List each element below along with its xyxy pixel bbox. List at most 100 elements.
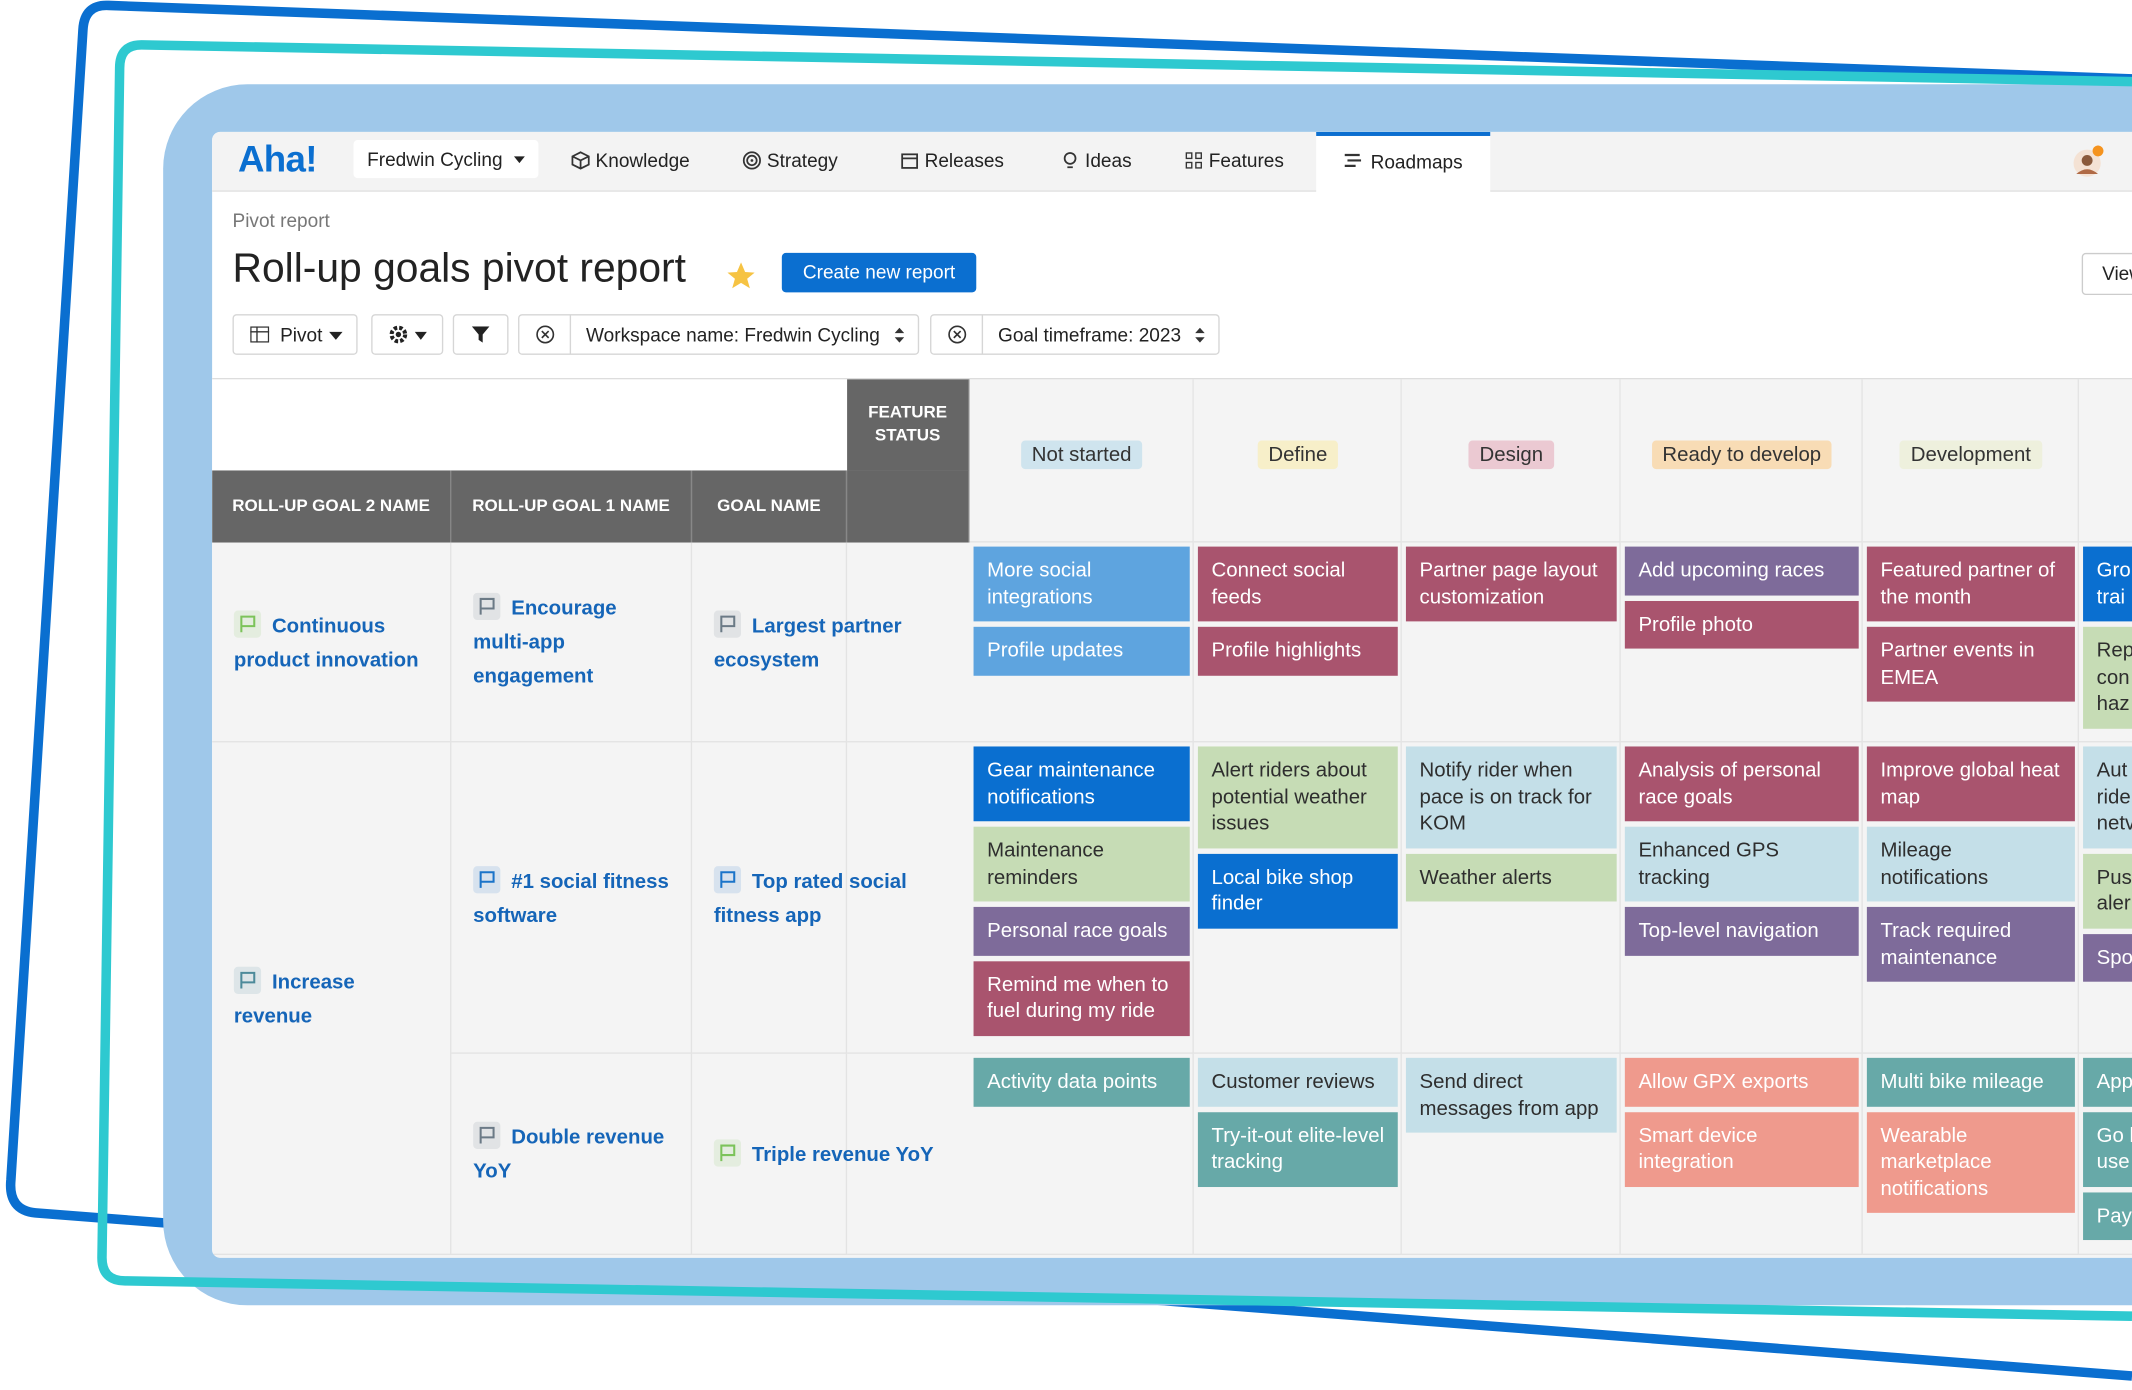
status-label: Design: [1468, 440, 1554, 470]
feature-card[interactable]: Featured partner of the month: [1866, 546, 2075, 622]
feature-card[interactable]: Partner events in EMEA: [1866, 626, 2075, 702]
nav-item[interactable]: Ideas: [1058, 132, 1132, 189]
feature-card[interactable]: Notify rider when pace is on track for K…: [1405, 746, 1617, 848]
feature-card[interactable]: Top-level navigation: [1624, 906, 1859, 956]
feature-card[interactable]: Track required maintenance: [1866, 906, 2075, 982]
settings-dropdown[interactable]: [371, 314, 444, 355]
nav-item[interactable]: Features: [1182, 132, 1284, 189]
card-stack: Analysis of personal race goals Enhanced …: [1624, 746, 1859, 956]
feature-card[interactable]: Mileage notifications: [1866, 826, 2075, 902]
goal-text: Largest partner ecosystem: [713, 613, 902, 672]
status-header-cell: [969, 379, 1194, 543]
avatar[interactable]: [2069, 145, 2104, 180]
pivot-dropdown[interactable]: Pivot: [232, 314, 358, 355]
status-pill: Not started: [969, 440, 1193, 470]
feature-card[interactable]: Analysis of personal race goals: [1624, 746, 1859, 822]
status-label: Not started: [1020, 440, 1143, 470]
nav-item[interactable]: Knowledge: [568, 132, 690, 189]
table-cell: [969, 1053, 1194, 1256]
goal-name[interactable]: Top rated social fitness app: [692, 864, 969, 932]
feature-card[interactable]: Smart device integration: [1624, 1111, 1859, 1187]
feature-card[interactable]: Profile photo: [1624, 600, 1859, 649]
feature-card[interactable]: Go l use: [2083, 1111, 2132, 1187]
create-report-button[interactable]: Create new report: [781, 252, 977, 293]
feature-card[interactable]: Local bike shop finder: [1197, 853, 1398, 928]
nav-label: Strategy: [766, 149, 838, 172]
breadcrumb[interactable]: Pivot report: [232, 209, 330, 232]
workspace-dropdown[interactable]: Fredwin Cycling: [353, 140, 538, 179]
filter-chip[interactable]: Workspace name: Fredwin Cycling: [518, 314, 920, 355]
goal-text: Top rated social fitness app: [713, 869, 907, 927]
feature-card[interactable]: Wearable marketplace notifications: [1866, 1111, 2075, 1213]
feature-card[interactable]: Remind me when to fuel during my ride: [973, 960, 1190, 1036]
table-cell: [847, 543, 970, 743]
card-stack: Activity data points: [973, 1057, 1190, 1107]
remove-filter[interactable]: [536, 325, 555, 344]
feature-card[interactable]: Customer reviews: [1197, 1057, 1398, 1107]
nav-item[interactable]: Strategy: [740, 132, 838, 189]
view-button[interactable]: View: [2081, 252, 2132, 296]
feature-card[interactable]: App: [2083, 1057, 2132, 1107]
feature-card[interactable]: Rep con haz: [2083, 626, 2132, 729]
goal-name[interactable]: Encourage multi-app engagement: [451, 591, 692, 693]
feature-card[interactable]: Profile highlights: [1197, 626, 1398, 676]
feature-card[interactable]: Connect social feeds: [1197, 546, 1398, 622]
column-header: GOAL NAME: [692, 470, 848, 543]
goal-name[interactable]: Largest partner ecosystem: [692, 608, 969, 676]
goal-cell: Continuous product innovation: [212, 543, 451, 743]
feature-card[interactable]: Alert riders about potential weather iss…: [1197, 746, 1398, 848]
goal-text: Continuous product innovation: [233, 613, 419, 672]
nav-item[interactable]: Roadmaps: [1316, 131, 1490, 195]
nav-label: Knowledge: [595, 149, 690, 172]
feature-card[interactable]: Multi bike mileage: [1866, 1057, 2075, 1107]
feature-card[interactable]: Add upcoming races: [1624, 546, 1859, 595]
table-cell: [451, 742, 693, 1054]
nav-item[interactable]: Releases: [897, 132, 1004, 189]
goal-name[interactable]: Double revenue YoY: [451, 1120, 692, 1188]
feature-card[interactable]: Gro trai: [2083, 546, 2132, 622]
feature-card[interactable]: Weather alerts: [1405, 853, 1617, 902]
feature-card[interactable]: Try-it-out elite-level tracking: [1197, 1111, 1398, 1187]
corner-header: FEATURE STATUS: [847, 379, 970, 471]
goal-name[interactable]: Continuous product innovation: [212, 608, 451, 676]
page-title: Roll-up goals pivot report: [232, 246, 686, 291]
feature-card[interactable]: Activity data points: [973, 1057, 1190, 1107]
remove-filter[interactable]: [948, 325, 967, 344]
feature-card[interactable]: Spo: [2083, 933, 2132, 982]
goal-name[interactable]: Triple revenue YoY: [692, 1137, 955, 1171]
table-cell: [847, 742, 970, 1054]
table-cell: [969, 742, 1194, 1054]
goal-cell: Largest partner ecosystem: [692, 543, 969, 743]
favorite-star[interactable]: [725, 260, 758, 293]
feature-card[interactable]: Partner page layout customization: [1405, 546, 1617, 622]
feature-card[interactable]: Profile updates: [973, 626, 1190, 676]
goal-name[interactable]: #1 social fitness software: [451, 864, 692, 932]
feature-card[interactable]: Send direct messages from app: [1405, 1057, 1617, 1133]
goal-flag: [713, 1138, 742, 1166]
column-header: ROLL-UP GOAL 1 NAME: [451, 470, 693, 543]
feature-card[interactable]: More social integrations: [973, 546, 1190, 622]
feature-card[interactable]: Improve global heat map: [1866, 746, 2075, 822]
card-stack: Add upcoming races Profile photo: [1624, 546, 1859, 649]
filter-button[interactable]: [452, 314, 509, 355]
status-header-cell: [2078, 379, 2132, 543]
filter-chip[interactable]: Goal timeframe: 2023: [930, 314, 1220, 355]
feature-card[interactable]: Allow GPX exports: [1624, 1057, 1859, 1107]
feature-card[interactable]: Maintenance reminders: [973, 826, 1190, 902]
goal-flag: [713, 865, 742, 893]
feature-card[interactable]: Gear maintenance notifications: [973, 746, 1190, 822]
card-stack: Notify rider when pace is on track for K…: [1405, 746, 1617, 902]
logo[interactable]: Aha!: [237, 138, 318, 180]
card-stack: Multi bike mileage Wearable marketplace n…: [1866, 1057, 2075, 1213]
feature-card[interactable]: Personal race goals: [973, 906, 1190, 956]
feature-card[interactable]: Enhanced GPS tracking: [1624, 826, 1859, 902]
table-cell: [1193, 542, 1402, 743]
feature-card[interactable]: Pus aler: [2083, 853, 2132, 928]
app-window: Aha! Fredwin Cycling Knowledge Strategy Re…: [212, 131, 2132, 1258]
feature-card[interactable]: Pay: [2083, 1191, 2132, 1241]
decor-teal-line: [97, 40, 2132, 1321]
feature-card[interactable]: Aut ride netv: [2083, 746, 2132, 848]
goal-name[interactable]: Increase revenue: [212, 965, 451, 1033]
card-stack: Gro trai Rep con haz: [2083, 546, 2132, 729]
goal-flag: [233, 966, 262, 994]
